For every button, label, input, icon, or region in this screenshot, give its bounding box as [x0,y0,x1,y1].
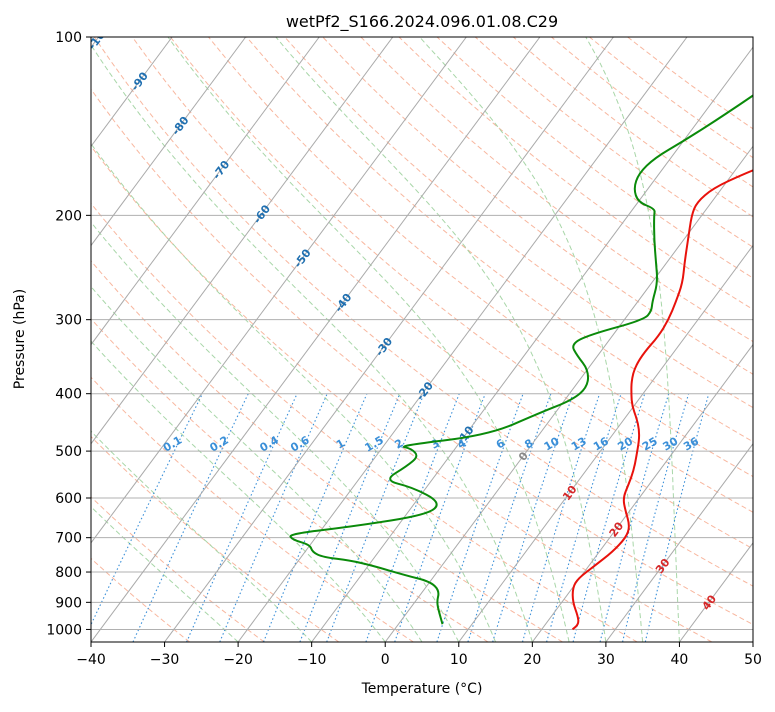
y-tick-label: 900 [55,595,82,611]
y-tick-label: 100 [55,30,82,46]
y-tick-label: 300 [55,313,82,329]
y-tick-label: 200 [55,208,82,224]
x-tick-label: −40 [76,652,106,668]
y-tick-label: 1000 [46,622,82,638]
y-tick-label: 700 [55,531,82,547]
x-tick-label: −20 [223,652,253,668]
x-tick-label: −30 [150,652,180,668]
y-tick-label: 800 [55,565,82,581]
x-tick-label: 0 [381,652,390,668]
chart-title: wetPf2_S166.2024.096.01.08.C29 [286,12,558,32]
x-tick-label: 30 [597,652,615,668]
x-tick-label: 20 [523,652,541,668]
y-tick-label: 400 [55,387,82,403]
x-tick-label: 10 [450,652,468,668]
x-tick-label: −10 [297,652,327,668]
y-axis-title: Pressure (hPa) [12,289,28,389]
x-tick-label: 40 [671,652,689,668]
y-tick-label: 500 [55,444,82,460]
y-tick-label: 600 [55,491,82,507]
x-axis-title: Temperature (°C) [361,681,483,697]
x-tick-label: 50 [744,652,762,668]
